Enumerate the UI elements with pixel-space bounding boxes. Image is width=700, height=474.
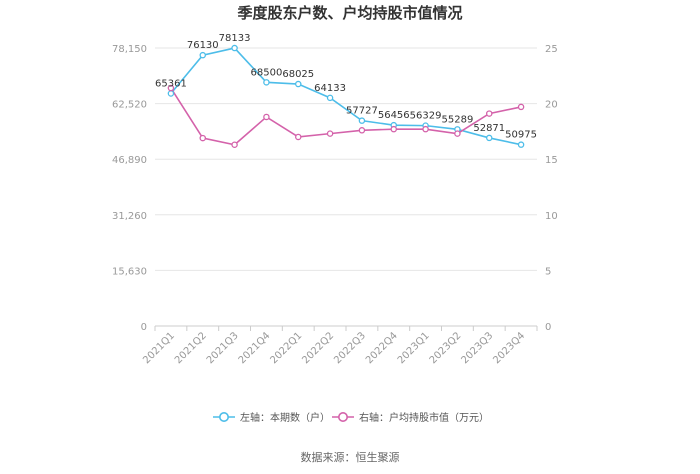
data-point bbox=[294, 133, 302, 141]
data-point bbox=[517, 103, 525, 111]
left-axis-tick-label: 0 bbox=[141, 322, 147, 333]
data-label: 56456 bbox=[378, 110, 410, 121]
data-point bbox=[199, 134, 206, 142]
data-point bbox=[358, 117, 366, 124]
data-point bbox=[358, 127, 366, 134]
data-point bbox=[485, 110, 493, 117]
series-line-holders bbox=[170, 47, 522, 146]
right-axis-tick-label: 5 bbox=[545, 266, 551, 277]
data-label: 52871 bbox=[473, 123, 505, 134]
data-point bbox=[231, 44, 238, 52]
legend-marker bbox=[337, 411, 348, 422]
right-axis-tick-label: 25 bbox=[545, 44, 558, 55]
data-label: 57727 bbox=[346, 106, 378, 117]
data-point bbox=[167, 90, 175, 97]
data-source: 数据来源：恒生聚源 bbox=[301, 450, 400, 464]
right-axis-tick-label: 15 bbox=[545, 155, 558, 166]
legend-marker bbox=[219, 411, 230, 422]
data-point bbox=[294, 80, 302, 88]
data-point bbox=[326, 94, 334, 102]
data-label: 68500 bbox=[251, 67, 283, 78]
data-label: 65361 bbox=[155, 78, 187, 89]
right-axis-tick-label: 20 bbox=[545, 100, 558, 111]
legend: 左轴：本期数（户） 右轴：户均持股市值（万元） bbox=[213, 411, 489, 424]
data-label: 78133 bbox=[219, 33, 251, 44]
legend-label: 右轴：户均持股市值（万元） bbox=[359, 411, 489, 424]
x-tick-label: 2021Q3 bbox=[205, 330, 241, 366]
data-label: 68025 bbox=[282, 69, 314, 80]
left-axis-tick-label: 46,890 bbox=[112, 155, 147, 166]
data-label: 55289 bbox=[442, 114, 474, 125]
data-point bbox=[390, 125, 397, 133]
grid-layer bbox=[155, 47, 537, 327]
x-tick-label: 2023Q4 bbox=[491, 330, 527, 366]
x-tick-label: 2022Q3 bbox=[332, 330, 368, 366]
series-layer bbox=[167, 44, 525, 148]
data-point bbox=[263, 79, 270, 86]
x-tick-label: 2023Q3 bbox=[460, 330, 496, 366]
data-point bbox=[199, 51, 206, 59]
data-point bbox=[167, 84, 175, 92]
left-axis-tick-label: 15,630 bbox=[112, 266, 147, 277]
x-tick-label: 2021Q4 bbox=[237, 330, 273, 366]
x-tick-label: 2021Q2 bbox=[173, 330, 209, 366]
x-tick-label: 2022Q1 bbox=[269, 330, 305, 366]
left-axis-tick-label: 62,520 bbox=[112, 100, 147, 111]
chart-title: 季度股东户数、户均持股市值情况 bbox=[237, 4, 462, 22]
x-tick-label: 2022Q2 bbox=[300, 330, 336, 366]
right-axis-tick-label: 10 bbox=[545, 211, 558, 222]
x-tick-label: 2022Q4 bbox=[364, 330, 400, 366]
data-point bbox=[263, 113, 270, 121]
right-axis-tick-label: 0 bbox=[545, 322, 551, 333]
data-point bbox=[231, 141, 238, 148]
x-tick-label: 2023Q2 bbox=[428, 330, 464, 366]
data-point bbox=[422, 125, 429, 133]
series-line-market-value bbox=[170, 87, 522, 146]
legend-label: 左轴：本期数（户） bbox=[240, 411, 330, 424]
data-point bbox=[485, 134, 493, 142]
data-point bbox=[517, 141, 525, 148]
data-label: 56329 bbox=[410, 111, 442, 122]
data-label: 76130 bbox=[187, 40, 219, 51]
x-tick-label: 2021Q1 bbox=[141, 330, 177, 366]
data-label: 50975 bbox=[505, 130, 537, 141]
x-tick-label: 2023Q1 bbox=[396, 330, 432, 366]
left-axis-tick-label: 78,150 bbox=[112, 44, 147, 55]
data-label: 64133 bbox=[314, 83, 346, 94]
left-axis-tick-label: 31,260 bbox=[112, 211, 147, 222]
data-point bbox=[326, 130, 334, 137]
data-point bbox=[454, 130, 461, 137]
